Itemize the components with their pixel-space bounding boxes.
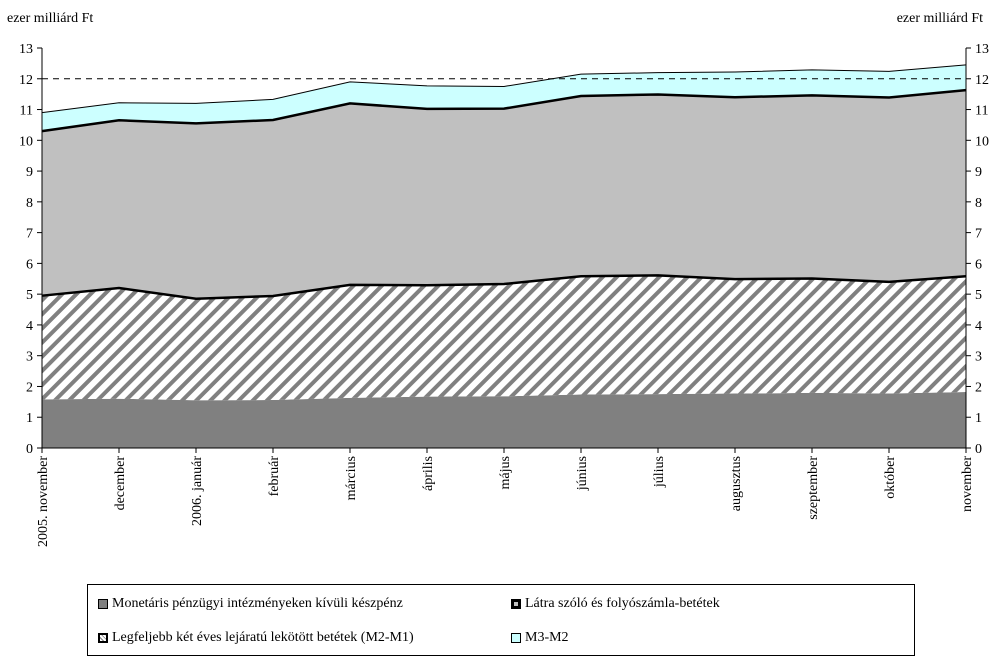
y-tick-label-right: 2 [975, 380, 982, 395]
y-tick-label-left: 12 [19, 73, 33, 88]
y-tick-label-right: 3 [975, 350, 982, 365]
y-tick-label-left: 7 [26, 227, 33, 242]
y-tick-label-left: 13 [19, 42, 33, 57]
area-series-2 [42, 90, 966, 299]
y-tick-label-right: 12 [975, 73, 989, 88]
x-tick-label: november [960, 456, 975, 512]
y-tick-label-left: 9 [26, 165, 33, 180]
y-tick-label-left: 0 [26, 442, 33, 457]
x-tick-label: június [575, 456, 590, 491]
y-tick-label-right: 1 [975, 411, 982, 426]
y-tick-label-right: 4 [975, 319, 982, 334]
y-axis-unit-right: ezer milliárd Ft [896, 11, 983, 26]
y-tick-label-left: 6 [26, 257, 33, 272]
x-tick-label: december [113, 456, 128, 511]
y-tick-label-left: 8 [26, 196, 33, 211]
y-tick-label-right: 6 [975, 257, 982, 272]
legend-item-cash: Monetáris pénzügyi intézményeken kívüli … [98, 596, 403, 612]
legend: Monetáris pénzügyi intézményeken kívüli … [87, 584, 915, 656]
legend-swatch-sight-deposits [511, 599, 521, 609]
legend-label-sight-deposits: Látra szóló és folyószámla-betétek [525, 596, 720, 611]
legend-label-cash: Monetáris pénzügyi intézményeken kívüli … [112, 596, 403, 611]
x-tick-label: július [652, 456, 667, 488]
y-tick-label-right: 7 [975, 227, 982, 242]
area-series-0 [42, 392, 966, 448]
legend-item-sight-deposits: Látra szóló és folyószámla-betétek [511, 596, 720, 612]
y-tick-label-right: 8 [975, 196, 982, 211]
x-tick-label: május [498, 456, 513, 489]
y-axis-unit-left: ezer milliárd Ft [7, 11, 94, 26]
x-tick-label: augusztus [729, 456, 744, 511]
legend-swatch-cash [98, 599, 108, 609]
y-tick-label-left: 11 [20, 104, 33, 119]
y-tick-label-right: 9 [975, 165, 982, 180]
area-series-3 [42, 64, 966, 132]
x-tick-label: október [883, 456, 898, 499]
series-boundary-line-1 [41, 274, 967, 301]
y-tick-label-right: 5 [975, 288, 982, 303]
x-tick-label: 2006. január [190, 456, 205, 526]
legend-swatch-term-deposits [98, 633, 108, 643]
x-tick-label: 2005. november [36, 456, 51, 547]
y-tick-label-left: 2 [26, 380, 33, 395]
legend-swatch-m3-m2 [511, 633, 521, 643]
series-top-line [41, 64, 967, 114]
legend-item-term-deposits: Legfeljebb két éves lejáratú lekötött be… [98, 630, 414, 646]
y-tick-label-left: 1 [26, 411, 33, 426]
y-tick-label-left: 3 [26, 350, 33, 365]
series-boundary-line-2 [41, 88, 967, 133]
y-tick-label-right: 11 [975, 104, 988, 119]
y-tick-label-left: 5 [26, 288, 33, 303]
x-tick-label: február [267, 456, 282, 497]
y-tick-label-right: 0 [975, 442, 982, 457]
x-tick-label: szeptember [806, 456, 821, 520]
area-series-1 [42, 275, 966, 401]
x-tick-label: március [344, 456, 359, 500]
y-tick-label-right: 13 [975, 42, 989, 57]
y-tick-label-left: 10 [19, 134, 33, 149]
y-tick-label-left: 4 [26, 319, 33, 334]
legend-label-term-deposits: Legfeljebb két éves lejáratú lekötött be… [112, 630, 414, 645]
y-tick-label-right: 10 [975, 134, 989, 149]
x-tick-label: április [421, 456, 436, 491]
legend-label-m3-m2: M3-M2 [525, 630, 569, 645]
legend-item-m3-m2: M3-M2 [511, 630, 569, 646]
